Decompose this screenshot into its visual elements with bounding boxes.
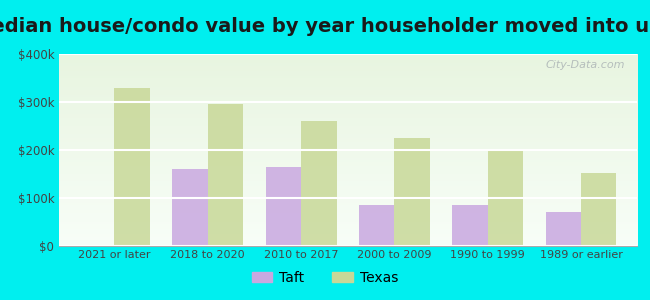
Bar (395, 138, 430, 246)
Bar (488, 151, 523, 246)
Bar (208, 104, 243, 246)
Legend: Taft, Texas: Taft, Texas (246, 265, 404, 290)
Bar (452, 205, 488, 246)
Bar (545, 212, 581, 246)
Bar (301, 121, 337, 246)
Bar (172, 169, 208, 246)
Bar (359, 205, 395, 246)
Bar (266, 167, 301, 246)
Text: Median house/condo value by year householder moved into unit: Median house/condo value by year househo… (0, 17, 650, 37)
Bar (114, 88, 150, 246)
Text: City-Data.com: City-Data.com (546, 60, 625, 70)
Bar (581, 172, 616, 246)
